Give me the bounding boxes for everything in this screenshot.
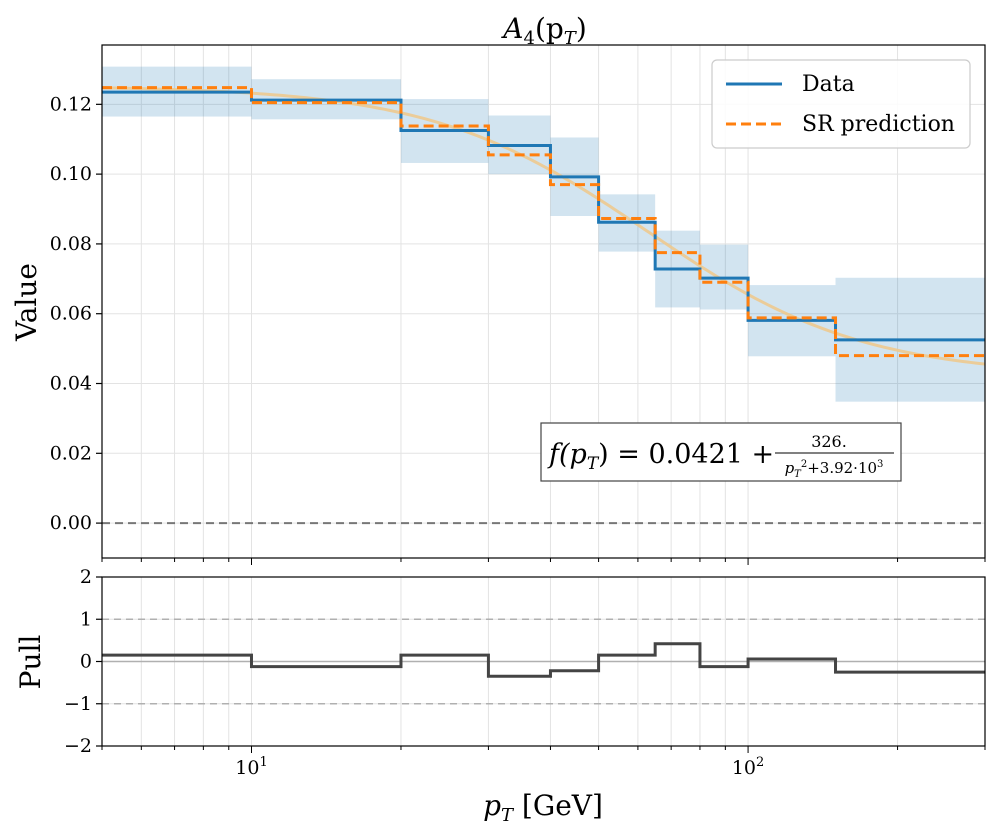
main-y-tick-label: 0.10 (50, 163, 92, 185)
fit-formula-box (540, 422, 902, 482)
fit-formula-denominator: pT2+3.92·103 (785, 459, 884, 480)
pull-y-tick-label: 1 (80, 608, 92, 630)
x-tick-label: 102 (732, 755, 764, 779)
pull-y-ticks: −2 −1 0 1 2 (64, 566, 102, 757)
legend: Data SR prediction (711, 59, 971, 149)
chart-title: A4(pT) (500, 12, 587, 49)
pull-y-tick-label: 2 (80, 566, 92, 588)
main-plot-frame (101, 44, 986, 559)
legend-label-data: Data (802, 72, 855, 97)
pull-series-group (102, 642, 985, 678)
main-y-tick-label: 0.06 (50, 303, 92, 325)
fit-formula-lhs: f(pT) = 0.0421 + (547, 439, 774, 474)
pull-reference-lines (102, 618, 985, 705)
main-y-tick-label: 0.04 (50, 373, 92, 395)
x-axis-label: pT [GeV] (483, 789, 603, 826)
series-sr-prediction-line (102, 86, 985, 358)
main-y-tick-label: 0.02 (50, 442, 92, 464)
main-x-ticks (101, 558, 986, 565)
legend-box (711, 59, 971, 149)
pull-series-line (102, 642, 985, 678)
legend-label-sr-prediction: SR prediction (802, 112, 955, 137)
main-y-tick-label: 0.00 (50, 512, 92, 534)
pull-y-tick-label: 0 (80, 651, 92, 673)
main-y-ticks: 0.00 0.02 0.04 0.06 0.08 0.10 0.12 (50, 93, 102, 534)
fit-formula-annotation: f(pT) = 0.0421 + 326. pT2+3.92·103 (540, 422, 902, 482)
fit-formula-numerator: 326. (811, 432, 847, 451)
x-tick-label: 101 (235, 755, 267, 779)
main-y-axis-label: Value (10, 263, 43, 342)
main-series-group (102, 86, 985, 358)
main-y-tick-label: 0.12 (50, 93, 92, 115)
pull-y-axis-label: Pull (14, 635, 47, 690)
pull-x-ticks: 101 102 (101, 746, 986, 779)
main-y-tick-label: 0.08 (50, 233, 92, 255)
pull-y-tick-label: −1 (64, 693, 92, 715)
pull-y-tick-label: −2 (64, 735, 92, 757)
